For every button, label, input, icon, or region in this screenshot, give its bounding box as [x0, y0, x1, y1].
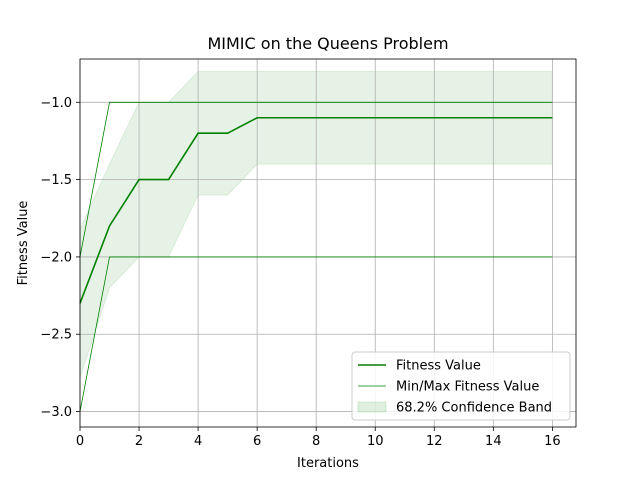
x-tick-label: 14 — [485, 434, 502, 449]
legend-label-band: 68.2% Confidence Band — [396, 401, 552, 416]
x-tick-label: 12 — [426, 434, 443, 449]
y-axis-label: Fitness Value — [16, 201, 31, 286]
x-tick-label: 0 — [76, 434, 84, 449]
x-tick-label: 2 — [135, 434, 143, 449]
x-tick-label: 16 — [544, 434, 561, 449]
legend-swatch-band — [357, 401, 387, 413]
legend: Fitness Value Min/Max Fitness Value 68.2% … — [351, 351, 571, 421]
x-tick-label: 10 — [367, 434, 384, 449]
y-tick-label: −1.0 — [40, 96, 72, 111]
x-tick-label: 6 — [253, 434, 261, 449]
chart-title: MIMIC on the Queens Problem — [207, 34, 448, 53]
fitness-value-line — [79, 116, 553, 304]
y-tick-label: −2.0 — [40, 250, 72, 265]
y-tick-label: −1.5 — [40, 173, 72, 188]
legend-label-fitness: Fitness Value — [396, 359, 481, 374]
legend-box — [351, 351, 571, 421]
x-tick-label: 8 — [312, 434, 320, 449]
legend-label-minmax: Min/Max Fitness Value — [396, 380, 539, 395]
axes-frame — [79, 58, 577, 428]
x-axis-label: Iterations — [297, 456, 359, 471]
min-fitness-line — [79, 256, 553, 412]
max-fitness-line — [79, 101, 553, 257]
y-tick-label: −2.5 — [40, 328, 72, 343]
x-tick-label: 4 — [194, 434, 202, 449]
y-tick-label: −3.0 — [40, 405, 72, 420]
